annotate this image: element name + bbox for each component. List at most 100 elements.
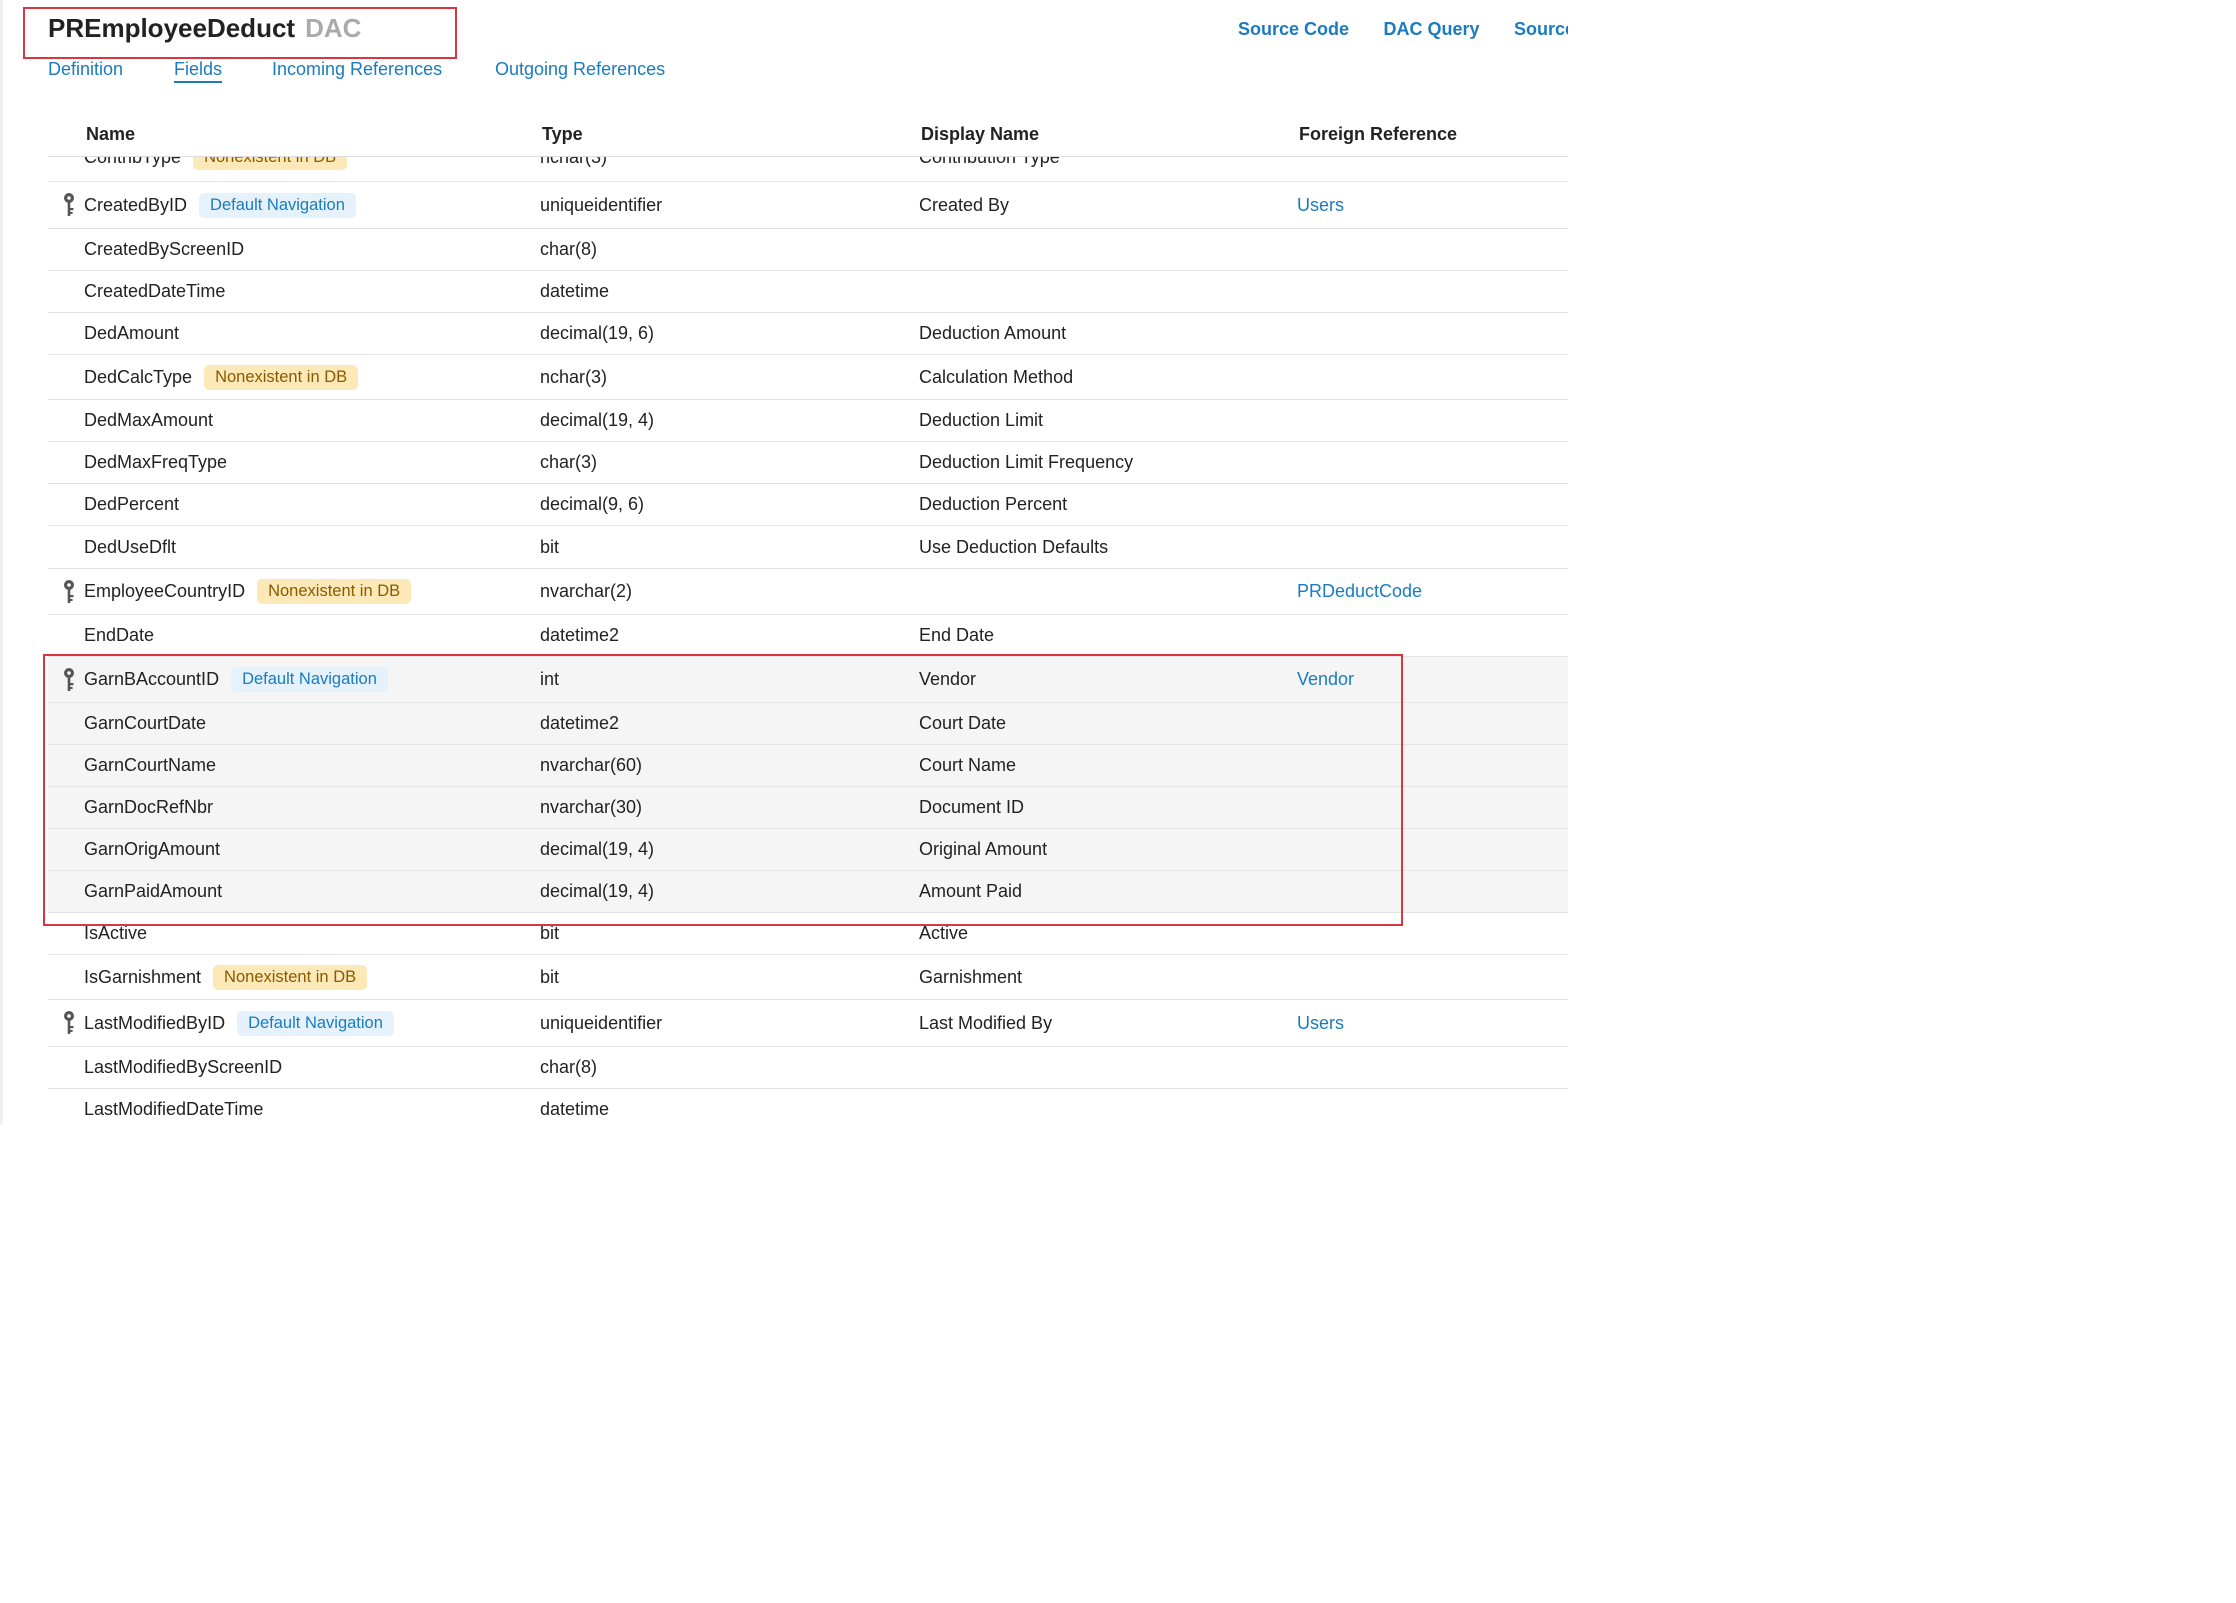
field-display-name: Use Deduction Defaults — [919, 536, 1109, 557]
column-header-foreign-reference[interactable]: Foreign Reference — [1299, 124, 1458, 144]
key-icon — [62, 182, 76, 228]
field-name: EmployeeCountryID — [84, 581, 246, 601]
field-name-cell: DedPercent — [84, 484, 179, 525]
table-row[interactable]: LastModifiedByID Default Navigation unique… — [48, 1000, 1568, 1047]
column-header-name[interactable]: Name — [86, 124, 136, 144]
field-type: bit — [540, 923, 560, 943]
table-row[interactable]: CreatedByID Default Navigation uniqueident… — [48, 182, 1568, 229]
field-type: bit — [540, 536, 560, 557]
field-display-name: Court Date — [919, 713, 1007, 733]
field-name-cell: LastModifiedByID Default Navigation — [84, 1000, 394, 1046]
tab-incoming-references[interactable]: Incoming References — [272, 59, 443, 79]
dac-viewer: PREmployeeDeduct DAC Source Code DAC Quer… — [0, 0, 1568, 1125]
field-display-name: Calculation Method — [919, 366, 1074, 387]
field-name: CreatedDateTime — [84, 281, 226, 301]
page-edge — [0, 0, 3, 1125]
source-code-link[interactable]: Source Code — [1238, 19, 1350, 39]
field-name: DedMaxFreqType — [84, 452, 228, 472]
column-header-type[interactable]: Type — [542, 124, 583, 144]
field-name: EndDate — [84, 625, 155, 645]
field-name: GarnCourtName — [84, 755, 217, 775]
field-name: DedAmount — [84, 323, 180, 343]
field-name: CreatedByID — [84, 194, 188, 215]
table-row[interactable]: DedMaxFreqType char(3) Deduction Limit Fre… — [48, 442, 1568, 484]
field-type: bit — [540, 966, 560, 987]
table-row[interactable]: CreatedDateTime datetime — [48, 271, 1568, 313]
key-icon — [62, 657, 76, 702]
field-name: DedMaxAmount — [84, 410, 214, 430]
field-name: LastModifiedDateTime — [84, 1099, 264, 1119]
field-name-cell: LastModifiedByScreenID — [84, 1047, 282, 1088]
table-row[interactable]: GarnDocRefNbr nvarchar(30) Document ID — [48, 787, 1568, 829]
table-row[interactable]: GarnCourtName nvarchar(60) Court Name — [48, 745, 1568, 787]
dac-query-link[interactable]: DAC Query — [1383, 19, 1480, 39]
field-name-cell: DedMaxAmount — [84, 400, 213, 441]
tab-fields[interactable]: Fields — [174, 59, 223, 83]
foreign-reference-link[interactable]: PRDeductCode — [1297, 581, 1423, 601]
field-display-name: Document ID — [919, 797, 1025, 817]
field-display-name: Deduction Limit Frequency — [919, 452, 1134, 472]
dac-suffix: DAC — [305, 13, 362, 43]
fields-table-header: Name Type Display Name Foreign Reference — [48, 112, 1568, 157]
field-type: char(8) — [540, 1057, 598, 1077]
table-row[interactable]: LastModifiedByScreenID char(8) — [48, 1047, 1568, 1089]
table-row[interactable]: DedPercent decimal(9, 6) Deduction Percent — [48, 484, 1568, 526]
table-row[interactable]: DedMaxAmount decimal(19, 4) Deduction Limi… — [48, 400, 1568, 442]
field-type: int — [540, 669, 560, 689]
table-row[interactable]: GarnOrigAmount decimal(19, 4) Original Amo… — [48, 829, 1568, 871]
table-row[interactable]: EmployeeCountryID Nonexistent in DB nvarch… — [48, 569, 1568, 615]
default-navigation-badge: Default Navigation — [231, 667, 388, 692]
field-type: decimal(19, 4) — [540, 839, 655, 859]
field-name: IsGarnishment — [84, 966, 202, 987]
field-display-name: Created By — [919, 194, 1010, 215]
source-link[interactable]: Source — [1513, 19, 1568, 39]
field-name: DedUseDflt — [84, 536, 177, 557]
title-highlight-box — [23, 7, 457, 59]
field-type: nvarchar(60) — [540, 755, 643, 775]
nonexistent-in-db-badge: Nonexistent in DB — [257, 579, 412, 604]
table-row[interactable]: DedAmount decimal(19, 6) Deduction Amount — [48, 313, 1568, 355]
table-row[interactable]: LastModifiedDateTime datetime — [48, 1089, 1568, 1125]
table-row[interactable]: GarnPaidAmount decimal(19, 4) Amount Paid — [48, 871, 1568, 913]
field-display-name: Deduction Amount — [919, 323, 1067, 343]
field-name-cell: EndDate — [84, 615, 154, 656]
tab-definition[interactable]: Definition — [48, 59, 124, 79]
field-name-cell: GarnOrigAmount — [84, 829, 220, 870]
field-type: nchar(3) — [540, 366, 608, 387]
field-type: char(3) — [540, 452, 598, 472]
field-type: datetime2 — [540, 625, 620, 645]
table-row[interactable]: IsGarnishment Nonexistent in DB bit Garnish… — [48, 955, 1568, 1000]
table-row[interactable]: EndDate datetime2 End Date — [48, 615, 1568, 657]
tab-outgoing-references[interactable]: Outgoing References — [495, 59, 666, 79]
field-display-name: Vendor — [919, 669, 977, 689]
field-name-cell: GarnCourtDate — [84, 703, 206, 744]
nonexistent-in-db-badge: Nonexistent in DB — [213, 964, 368, 990]
field-name-cell: GarnPaidAmount — [84, 871, 222, 912]
table-row[interactable]: CreatedByScreenID char(8) — [48, 229, 1568, 271]
table-row[interactable]: DedCalcType Nonexistent in DB nchar(3) Calc… — [48, 355, 1568, 400]
table-row[interactable]: DedUseDflt bit Use Deduction Defaults — [48, 526, 1568, 569]
field-type: decimal(19, 6) — [540, 323, 655, 343]
key-icon — [62, 1000, 76, 1046]
field-name-cell: CreatedDateTime — [84, 271, 225, 312]
table-row[interactable]: GarnBAccountID Default Navigation int Vendo… — [48, 657, 1568, 703]
field-name: GarnCourtDate — [84, 713, 207, 733]
field-name: LastModifiedByID — [84, 1012, 226, 1033]
foreign-reference-link[interactable]: Users — [1297, 1012, 1345, 1033]
field-name: DedPercent — [84, 494, 180, 514]
foreign-reference-link[interactable]: Users — [1297, 194, 1345, 215]
field-name: GarnOrigAmount — [84, 839, 221, 859]
field-display-name: Court Name — [919, 755, 1017, 775]
field-name-cell: CreatedByID Default Navigation — [84, 182, 356, 228]
field-name-cell: IsGarnishment Nonexistent in DB — [84, 955, 368, 999]
table-row[interactable]: GarnCourtDate datetime2 Court Date — [48, 703, 1568, 745]
field-type: datetime2 — [540, 713, 620, 733]
field-display-name: Last Modified By — [919, 1012, 1053, 1033]
field-name-cell: LastModifiedDateTime — [84, 1089, 263, 1125]
column-header-display-name[interactable]: Display Name — [921, 124, 1040, 144]
table-row[interactable]: IsActive bit Active — [48, 913, 1568, 955]
foreign-reference-link[interactable]: Vendor — [1297, 669, 1355, 689]
field-display-name: Deduction Percent — [919, 494, 1068, 514]
dac-name: PREmployeeDeduct — [48, 13, 296, 43]
field-name: GarnBAccountID — [84, 669, 220, 689]
